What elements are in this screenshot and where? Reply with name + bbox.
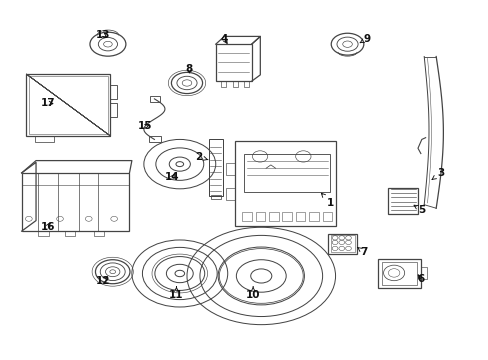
Bar <box>210 195 220 199</box>
Bar <box>381 262 416 285</box>
Bar <box>29 76 108 134</box>
Text: 6: 6 <box>416 274 424 284</box>
Text: 2: 2 <box>195 152 207 162</box>
Bar <box>420 267 426 279</box>
Bar <box>255 212 264 221</box>
Bar <box>26 74 110 136</box>
Bar <box>35 136 54 142</box>
Text: 17: 17 <box>41 98 55 108</box>
Bar <box>21 173 129 231</box>
Bar <box>64 231 75 237</box>
Text: 11: 11 <box>169 287 183 300</box>
Bar <box>226 188 234 201</box>
Bar <box>295 212 305 221</box>
Bar <box>308 212 318 221</box>
Text: 14: 14 <box>165 172 180 182</box>
Bar <box>322 212 331 221</box>
Text: 15: 15 <box>138 121 152 131</box>
Text: 13: 13 <box>96 30 110 40</box>
Bar <box>39 231 49 237</box>
Text: 4: 4 <box>220 34 227 44</box>
Text: 10: 10 <box>245 287 260 300</box>
Bar <box>148 136 160 142</box>
Bar <box>234 141 335 226</box>
Bar <box>242 212 251 221</box>
Bar <box>93 231 104 237</box>
Text: 9: 9 <box>360 34 369 44</box>
Text: 1: 1 <box>321 193 334 208</box>
Bar <box>377 259 420 288</box>
Text: 12: 12 <box>96 275 110 285</box>
Bar <box>268 212 278 221</box>
Text: 16: 16 <box>41 221 55 231</box>
Bar <box>226 163 234 175</box>
Bar <box>208 139 223 196</box>
Text: 8: 8 <box>185 64 193 74</box>
Text: 3: 3 <box>431 168 444 180</box>
Bar <box>328 234 356 254</box>
Bar <box>215 44 251 81</box>
Text: 7: 7 <box>357 247 367 257</box>
Bar <box>282 212 291 221</box>
Bar <box>387 188 417 213</box>
Bar <box>243 154 329 192</box>
Bar <box>232 81 238 86</box>
Bar <box>330 235 354 252</box>
Bar <box>110 85 116 99</box>
Bar <box>243 81 249 86</box>
Text: 5: 5 <box>413 205 425 215</box>
Bar <box>150 96 160 102</box>
Bar <box>220 81 226 86</box>
Bar <box>110 103 116 117</box>
